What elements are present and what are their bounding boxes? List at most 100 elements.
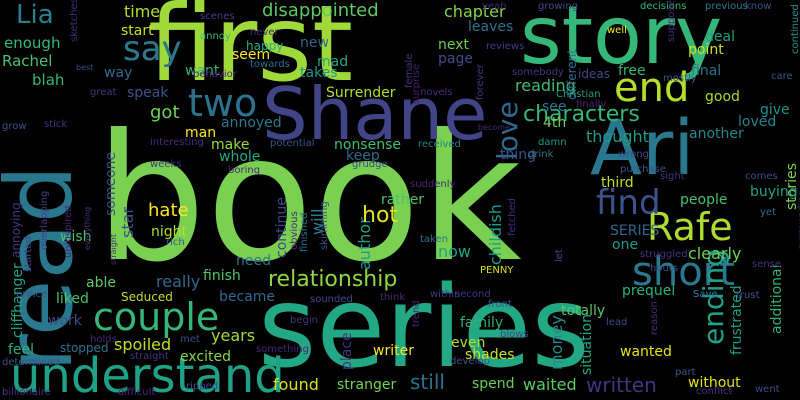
cloud-word: shades xyxy=(465,347,515,363)
cloud-word: sounded xyxy=(310,294,353,305)
cloud-word: straight xyxy=(130,351,169,362)
cloud-word: family xyxy=(460,315,504,331)
cloud-word: became xyxy=(219,289,276,305)
cloud-word: people xyxy=(680,192,728,208)
cloud-word: prince xyxy=(16,289,48,300)
cloud-word: start xyxy=(121,23,154,39)
cloud-word: taken xyxy=(420,234,448,245)
cloud-word: lead xyxy=(606,317,628,328)
cloud-word: Shane xyxy=(262,72,488,156)
cloud-word: money xyxy=(547,315,566,370)
cloud-word: someone xyxy=(103,151,119,216)
cloud-word: everything xyxy=(83,206,92,250)
cloud-word: decisions xyxy=(640,1,687,12)
cloud-word: even xyxy=(451,335,486,351)
cloud-word: started xyxy=(23,236,34,272)
cloud-word: sight xyxy=(660,171,685,182)
cloud-word: end xyxy=(614,65,690,111)
cloud-word: book xyxy=(95,98,522,301)
cloud-word: say xyxy=(123,29,182,69)
cloud-word: straight xyxy=(109,233,118,265)
cloud-word: leaves xyxy=(468,19,514,35)
cloud-word: really xyxy=(156,272,201,291)
cloud-word: need xyxy=(236,253,271,269)
cloud-word: finish xyxy=(203,268,241,284)
cloud-word: behavior xyxy=(193,69,237,80)
cloud-word: totally xyxy=(561,303,606,319)
cloud-word: let xyxy=(554,249,565,262)
cloud-word: happy xyxy=(246,39,284,53)
cloud-word: somebody xyxy=(512,67,564,78)
cloud-word: star xyxy=(118,207,137,238)
cloud-word: another xyxy=(689,126,744,142)
cloud-word: sense xyxy=(752,259,782,270)
cloud-word: additional xyxy=(769,264,785,334)
cloud-word: Rafe xyxy=(647,205,733,249)
cloud-word: towards xyxy=(250,59,290,70)
cloud-word: way xyxy=(104,65,133,81)
cloud-word: yet xyxy=(760,207,776,218)
cloud-word: grow xyxy=(2,121,27,132)
cloud-word: stranger xyxy=(337,377,397,393)
cloud-word: hot xyxy=(362,203,399,228)
cloud-word: thing xyxy=(500,147,537,163)
cloud-word: written xyxy=(586,373,657,397)
cloud-word: continued xyxy=(790,4,800,54)
cloud-word: purchase xyxy=(620,164,666,175)
cloud-word: never xyxy=(250,27,279,38)
cloud-word: Surrender xyxy=(326,85,396,101)
cloud-word: blows xyxy=(500,329,529,340)
cloud-word: still xyxy=(410,370,445,394)
cloud-word: billionaire xyxy=(2,387,51,398)
cloud-word: liked xyxy=(56,291,89,307)
cloud-word: Save xyxy=(693,289,718,300)
cloud-word: received xyxy=(418,139,461,150)
cloud-word: cliffhanger xyxy=(10,263,26,338)
cloud-word: speak xyxy=(127,85,169,101)
cloud-word: best xyxy=(76,63,94,72)
cloud-word: suddenly xyxy=(410,179,456,190)
cloud-word: female xyxy=(404,53,415,88)
cloud-word: develop xyxy=(450,356,490,367)
cloud-word: want xyxy=(185,63,220,79)
cloud-word: Save xyxy=(693,289,718,300)
cloud-word: now xyxy=(438,242,472,261)
cloud-word: within xyxy=(430,289,461,300)
cloud-word: damn xyxy=(538,137,567,148)
cloud-word: scenes xyxy=(200,11,235,22)
cloud-word: third xyxy=(601,175,634,191)
cloud-word: finally xyxy=(576,99,607,110)
cloud-word: series xyxy=(258,263,590,393)
cloud-word: ripped xyxy=(186,381,219,392)
cloud-word: annoy xyxy=(200,31,231,42)
cloud-word: wish xyxy=(60,229,92,245)
cloud-word: able xyxy=(86,275,116,291)
cloud-word: finished xyxy=(299,212,310,252)
cloud-word: begin xyxy=(290,315,318,326)
cloud-word: wanted xyxy=(620,344,672,360)
cloud-word: feel xyxy=(8,342,35,358)
cloud-word: next xyxy=(438,37,470,53)
cloud-word: years xyxy=(211,326,256,345)
cloud-word: went xyxy=(755,384,780,395)
cloud-word: fetched xyxy=(507,198,518,236)
cloud-word: novels xyxy=(420,87,453,98)
cloud-word: well xyxy=(607,25,627,36)
cloud-word: say xyxy=(123,29,182,69)
cloud-word: loved xyxy=(738,114,777,130)
cloud-word: waited xyxy=(523,375,577,394)
cloud-word: hate xyxy=(148,200,189,221)
cloud-word: weeks xyxy=(150,159,182,170)
cloud-word: short xyxy=(632,249,735,295)
cloud-word: make xyxy=(211,137,250,153)
cloud-word: relationship xyxy=(268,267,398,292)
cloud-word: potential xyxy=(270,138,315,149)
cloud-word: find xyxy=(596,183,661,223)
cloud-word: man xyxy=(185,125,217,141)
cloud-word: Seduced xyxy=(121,290,173,304)
cloud-word: annoyed xyxy=(221,115,282,131)
cloud-word: comes xyxy=(745,171,778,182)
cloud-word: first xyxy=(148,0,354,105)
cloud-word: without xyxy=(688,375,741,391)
cloud-word: Christian xyxy=(556,89,601,100)
